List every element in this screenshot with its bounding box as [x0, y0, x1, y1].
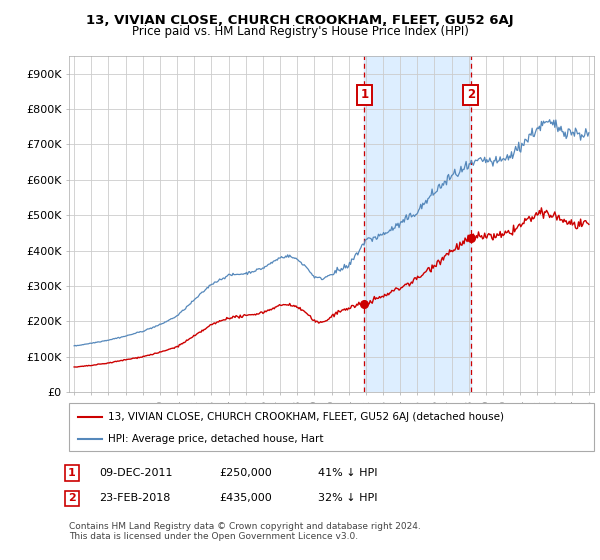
Text: Price paid vs. HM Land Registry's House Price Index (HPI): Price paid vs. HM Land Registry's House … — [131, 25, 469, 38]
Text: 2: 2 — [467, 88, 475, 101]
Text: 1: 1 — [68, 468, 76, 478]
Text: Contains HM Land Registry data © Crown copyright and database right 2024.
This d: Contains HM Land Registry data © Crown c… — [69, 522, 421, 542]
Text: 09-DEC-2011: 09-DEC-2011 — [99, 468, 173, 478]
Text: 1: 1 — [361, 88, 368, 101]
Bar — [364, 56, 471, 392]
Text: £435,000: £435,000 — [219, 493, 272, 503]
Text: 13, VIVIAN CLOSE, CHURCH CROOKHAM, FLEET, GU52 6AJ: 13, VIVIAN CLOSE, CHURCH CROOKHAM, FLEET… — [86, 14, 514, 27]
Text: 32% ↓ HPI: 32% ↓ HPI — [318, 493, 377, 503]
Text: 13, VIVIAN CLOSE, CHURCH CROOKHAM, FLEET, GU52 6AJ (detached house): 13, VIVIAN CLOSE, CHURCH CROOKHAM, FLEET… — [108, 412, 504, 422]
Text: 2: 2 — [68, 493, 76, 503]
Text: 41% ↓ HPI: 41% ↓ HPI — [318, 468, 377, 478]
Text: 23-FEB-2018: 23-FEB-2018 — [99, 493, 170, 503]
Text: HPI: Average price, detached house, Hart: HPI: Average price, detached house, Hart — [108, 434, 323, 444]
Text: £250,000: £250,000 — [219, 468, 272, 478]
